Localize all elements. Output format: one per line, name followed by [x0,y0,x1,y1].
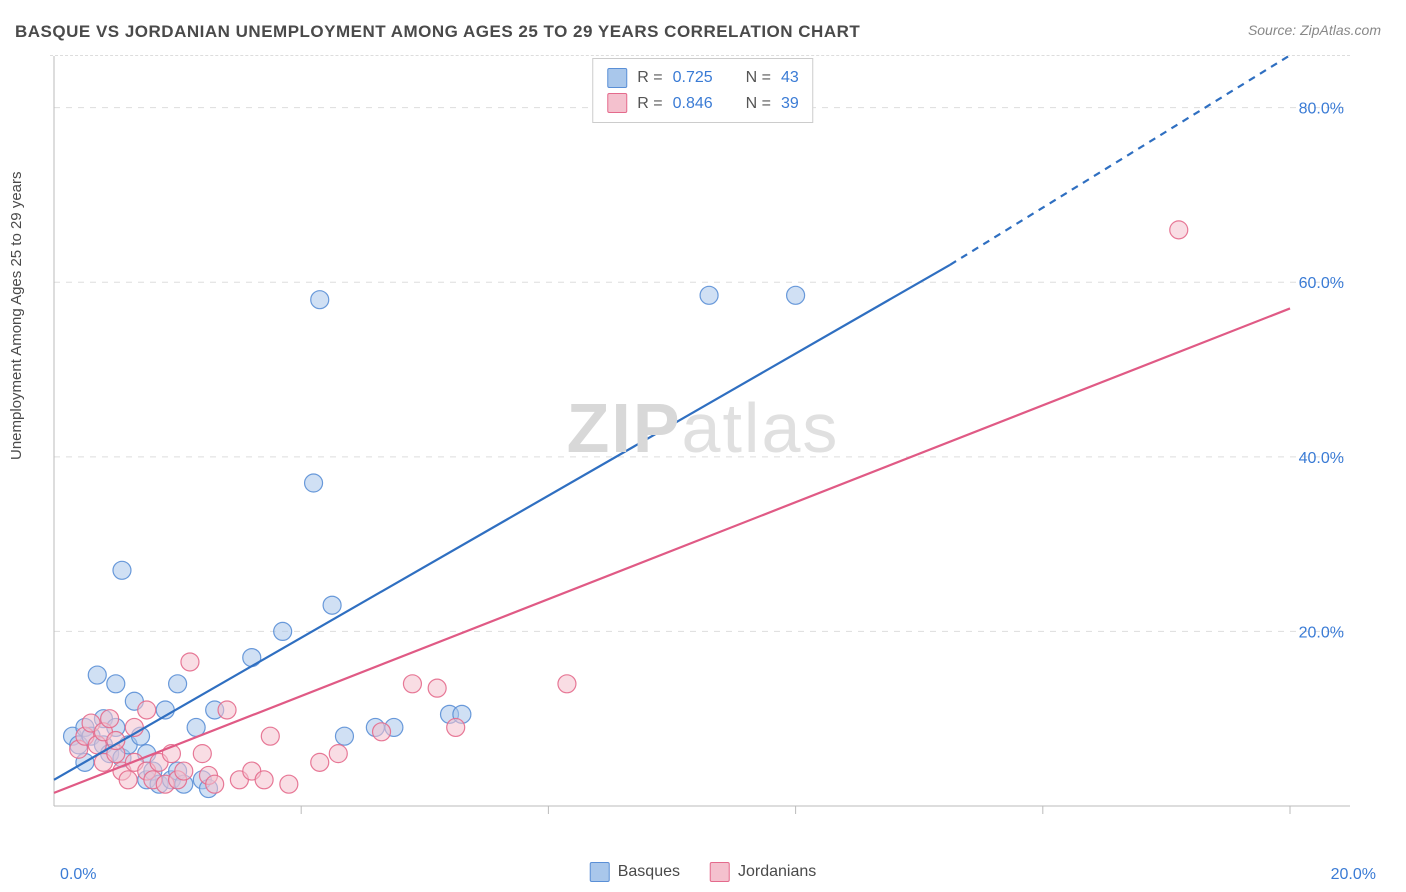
y-axis-label: Unemployment Among Ages 25 to 29 years [8,171,25,460]
svg-text:80.0%: 80.0% [1299,101,1344,118]
chart-title: BASQUE VS JORDANIAN UNEMPLOYMENT AMONG A… [15,22,860,42]
swatch-jordanians [607,93,627,113]
n-value-jordanians: 39 [781,91,799,117]
svg-text:60.0%: 60.0% [1299,275,1344,292]
legend-item-jordanians: Jordanians [710,862,816,882]
correlation-legend: R = 0.725 N = 43 R = 0.846 N = 39 [592,58,813,123]
r-value-jordanians: 0.846 [673,91,728,117]
svg-text:20.0%: 20.0% [1299,624,1344,641]
legend-label-jordanians: Jordanians [738,863,816,881]
x-origin-label: 0.0% [60,866,96,884]
legend-label-basques: Basques [618,863,680,881]
svg-text:40.0%: 40.0% [1299,450,1344,467]
correlation-scatter-chart: 20.0% 40.0% 60.0% 80.0% [50,55,1350,846]
legend-item-basques: Basques [590,862,680,882]
n-label: N = [746,65,771,91]
legend-row-jordanians: R = 0.846 N = 39 [607,91,798,117]
swatch-basques [607,68,627,88]
r-label: R = [637,91,662,117]
swatch-jordanians [710,862,730,882]
n-label: N = [746,91,771,117]
swatch-basques [590,862,610,882]
r-label: R = [637,65,662,91]
x-max-label: 20.0% [1331,866,1376,884]
r-value-basques: 0.725 [673,65,728,91]
legend-row-basques: R = 0.725 N = 43 [607,65,798,91]
source-attribution: Source: ZipAtlas.com [1248,22,1381,38]
n-value-basques: 43 [781,65,799,91]
series-legend: Basques Jordanians [590,862,817,882]
